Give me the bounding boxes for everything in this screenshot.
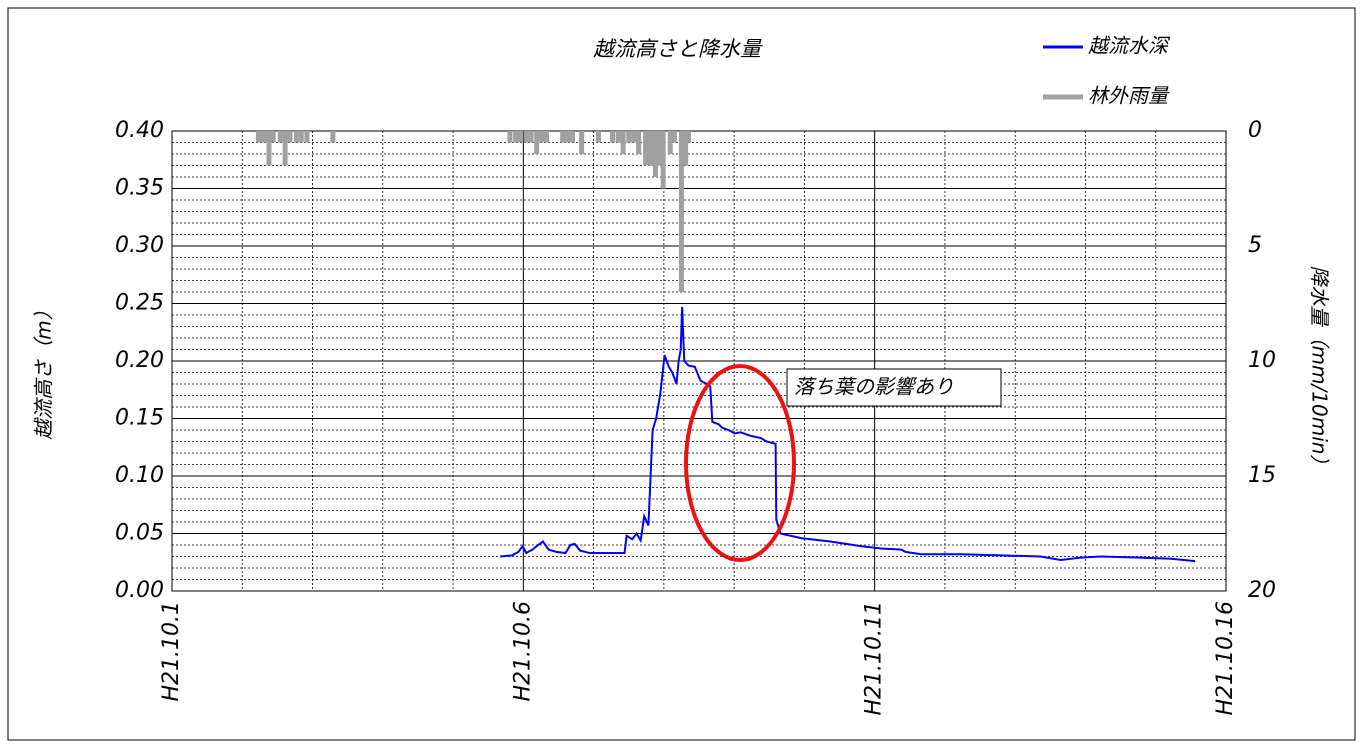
- highlight-ellipse: [684, 364, 796, 562]
- legend-label: 越流水深: [1088, 34, 1171, 58]
- grid: [171, 130, 1227, 592]
- rain-bar: [513, 131, 519, 143]
- rain-bar: [528, 131, 534, 143]
- y2-tick-label: 0: [1248, 118, 1262, 143]
- rain-bar: [667, 131, 673, 154]
- rain-bar: [560, 131, 566, 143]
- rain-bar: [610, 131, 616, 143]
- rain-bar: [620, 131, 626, 154]
- rain-bar: [657, 131, 663, 166]
- x-tick-label: H21.10.16: [1213, 601, 1238, 716]
- y-tick-label: 0.20: [115, 348, 164, 373]
- rain-bar: [678, 131, 684, 292]
- rain-bar: [615, 131, 621, 143]
- rain-bar: [636, 131, 642, 154]
- rain-bar: [287, 131, 293, 143]
- rain-bar: [660, 131, 666, 189]
- x-tick-label: H21.10.6: [510, 601, 535, 702]
- rain-bar: [266, 131, 272, 166]
- annotation: 落ち葉の影響あり: [794, 375, 954, 399]
- y2-tick-label: 20: [1248, 578, 1276, 603]
- chart-border: [7, 7, 1356, 741]
- rain-bar: [330, 131, 336, 143]
- marks: [255, 131, 1196, 563]
- rain-bar: [304, 131, 310, 143]
- rain-bar: [270, 131, 276, 143]
- y-axis-label: 越流高さ（m）: [32, 300, 56, 439]
- rain-bar: [685, 131, 691, 143]
- rain-bar: [631, 131, 637, 143]
- rain-bar: [298, 131, 304, 143]
- rain-bar: [671, 131, 677, 143]
- y-tick-label: 0.00: [115, 578, 164, 603]
- x-tick-label: H21.10.1: [159, 601, 184, 702]
- y2-axis-label: 降水量（mm/10min）: [1308, 266, 1332, 475]
- y-tick-label: 0.35: [115, 176, 164, 201]
- rain-bar: [255, 131, 261, 143]
- rain-bar: [507, 131, 513, 143]
- rain-bar: [534, 131, 540, 154]
- rain-bar: [648, 131, 654, 166]
- rain-bar: [570, 131, 576, 143]
- y-tick-label: 0.30: [115, 233, 164, 258]
- y-tick-label: 0.40: [115, 118, 164, 143]
- rain-bar: [282, 131, 288, 166]
- x-tick-label: H21.10.11: [862, 601, 887, 716]
- rain-bar: [263, 131, 269, 143]
- rain-bar: [626, 131, 632, 143]
- rain-bar: [643, 131, 649, 166]
- rain-bar: [596, 131, 602, 143]
- rain-bar: [652, 131, 658, 177]
- legend-label: 林外雨量: [1088, 84, 1170, 108]
- rain-bar: [683, 131, 689, 166]
- y2-tick-label: 15: [1248, 463, 1276, 488]
- y-tick-label: 0.25: [115, 291, 164, 316]
- annotation-box: [786, 368, 1002, 407]
- chart-title: 越流高さと降水量: [593, 37, 763, 61]
- y2-tick-label: 5: [1248, 233, 1262, 258]
- rain-bar: [277, 131, 283, 143]
- y-tick-label: 0.10: [115, 463, 164, 488]
- rain-bar: [539, 131, 545, 143]
- y-tick-label: 0.05: [115, 521, 164, 546]
- y2-tick-label: 10: [1248, 348, 1276, 373]
- plot-frame: [171, 130, 1227, 592]
- y-tick-label: 0.15: [115, 406, 164, 431]
- rain-bar: [518, 131, 524, 143]
- rain-bar: [523, 131, 529, 143]
- rain-bar: [259, 131, 265, 143]
- rain-bar: [579, 131, 585, 154]
- rain-bar: [293, 131, 299, 143]
- rain-bar: [544, 131, 550, 143]
- series-line: [500, 306, 1196, 563]
- rain-bar: [565, 131, 571, 143]
